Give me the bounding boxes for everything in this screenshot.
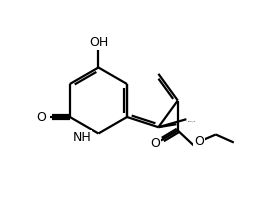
Text: methyl_line: methyl_line bbox=[187, 120, 196, 122]
Text: O: O bbox=[36, 110, 46, 123]
Text: O: O bbox=[194, 135, 204, 148]
Text: O: O bbox=[150, 137, 160, 150]
Text: NH: NH bbox=[73, 131, 91, 144]
Text: OH: OH bbox=[89, 36, 108, 49]
